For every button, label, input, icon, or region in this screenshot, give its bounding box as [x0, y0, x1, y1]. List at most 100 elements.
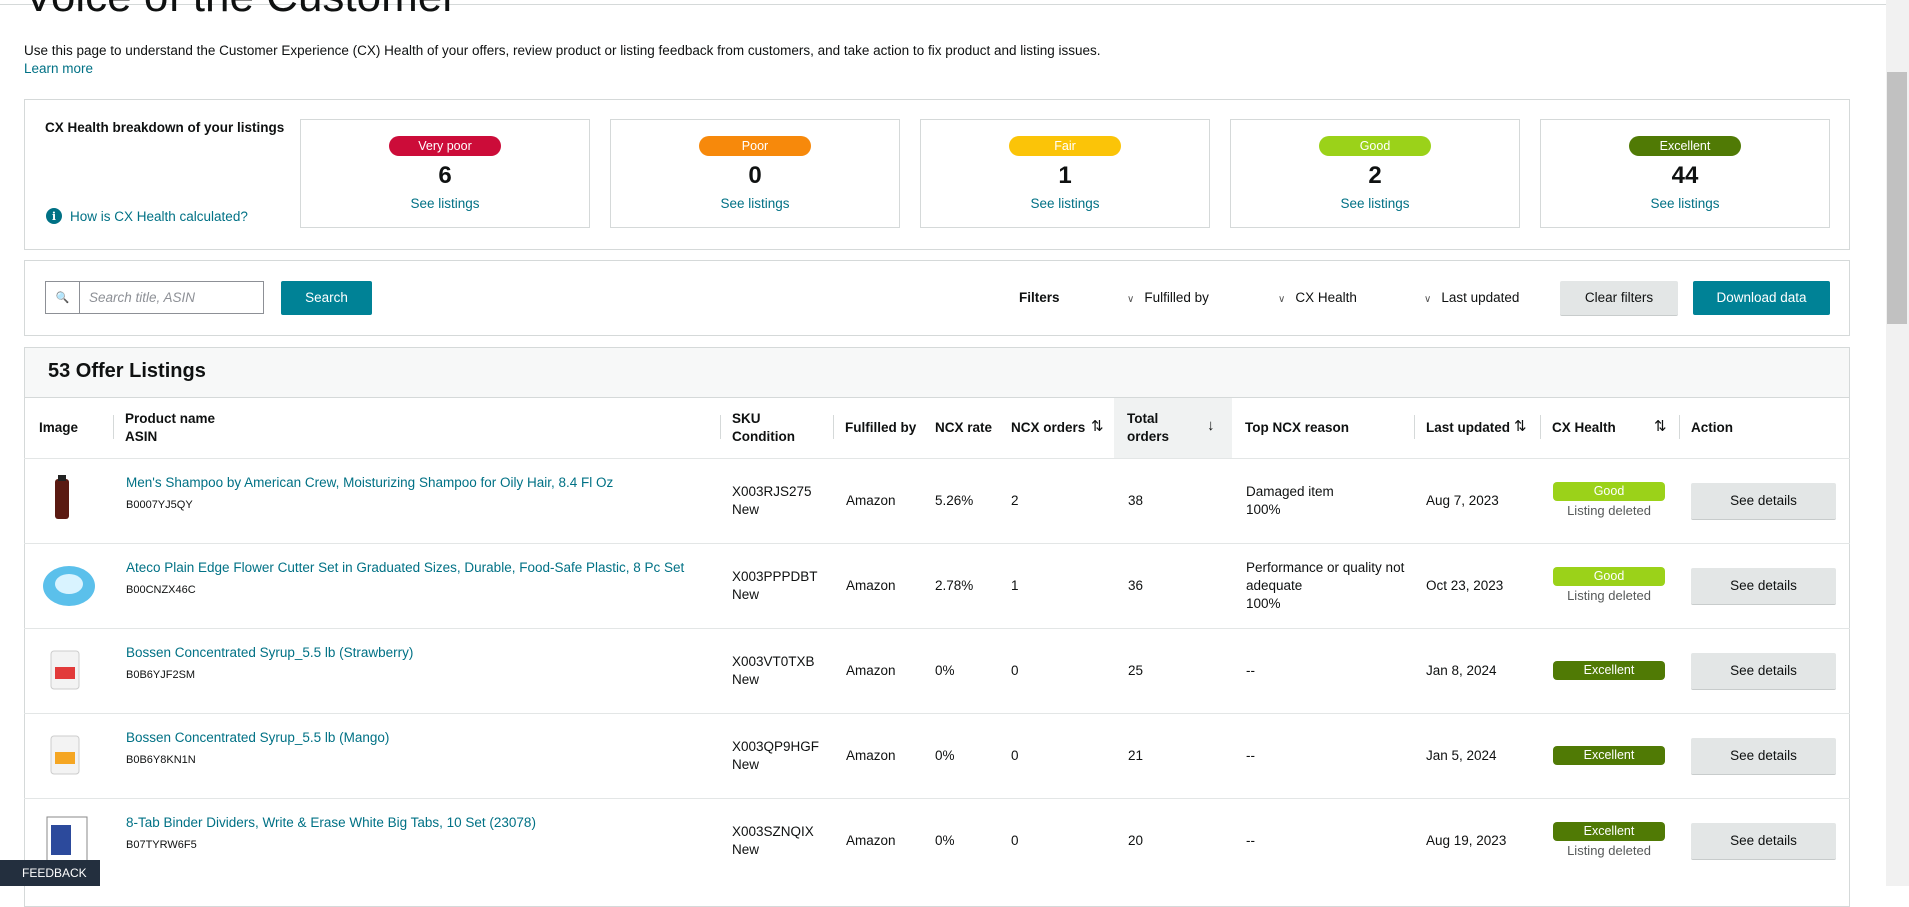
- table-title-bar: [25, 348, 1849, 398]
- filter-dropdown[interactable]: ∨ CX Health: [1278, 290, 1357, 305]
- health-help[interactable]: i How is CX Health calculated?: [46, 208, 248, 224]
- ncx-reason-cell: Performance or quality not adequate 100%: [1246, 559, 1406, 613]
- column-header: Product name ASIN: [113, 397, 215, 458]
- filter-label: Fulfilled by: [1144, 290, 1209, 305]
- table-row: Men's Shampoo by American Crew, Moisturi…: [24, 458, 1850, 543]
- listing-status: Listing deleted: [1567, 843, 1651, 858]
- chevron: ∨: [1278, 294, 1286, 305]
- sorted-column-bg: [1114, 398, 1232, 458]
- sort-icon[interactable]: ⇅: [1654, 418, 1667, 435]
- product-name-link[interactable]: Bossen Concentrated Syrup_5.5 lb (Mango): [126, 730, 390, 745]
- health-badge: Excellent: [1553, 746, 1665, 765]
- see-details-button[interactable]: See details: [1691, 653, 1836, 690]
- search-icon: 🔍: [46, 282, 80, 313]
- product-image[interactable]: [41, 560, 97, 612]
- fulfilled-by: Amazon: [846, 833, 896, 848]
- asin: B0007YJ5QY: [126, 499, 193, 511]
- column-label: Fulfilled by: [845, 419, 916, 437]
- ncx-rate: 2.78%: [935, 578, 974, 593]
- sort-icon[interactable]: ⇅: [1514, 418, 1527, 435]
- page-title: Voice of the Customer: [24, 0, 457, 22]
- sort-icon[interactable]: ⇅: [1091, 418, 1104, 435]
- fulfilled-by: Amazon: [846, 663, 896, 678]
- sort-icon[interactable]: ↓: [1207, 417, 1215, 434]
- see-details-button[interactable]: See details: [1691, 823, 1836, 860]
- product-name-link[interactable]: Ateco Plain Edge Flower Cutter Set in Gr…: [126, 560, 685, 575]
- sku: X003VT0TXB: [732, 654, 815, 669]
- product-cell: 8-Tab Binder Dividers, Write & Erase Whi…: [126, 814, 706, 854]
- column-header: Fulfilled by: [833, 397, 916, 458]
- see-listings-link[interactable]: See listings: [410, 196, 480, 211]
- see-listings-link[interactable]: See listings: [720, 196, 790, 211]
- asin: B0B6Y8KN1N: [126, 754, 196, 766]
- info-icon: i: [46, 208, 62, 224]
- product-image[interactable]: [41, 730, 97, 782]
- search-button[interactable]: Search: [281, 281, 372, 315]
- see-listings-link[interactable]: See listings: [1030, 196, 1100, 211]
- listing-status: Listing deleted: [1567, 503, 1651, 518]
- ncx-reason: --: [1246, 748, 1255, 763]
- clear-filters-button[interactable]: Clear filters: [1560, 281, 1678, 316]
- column-header[interactable]: CX Health: [1540, 397, 1616, 458]
- column-header[interactable]: NCX orders: [1011, 397, 1085, 458]
- sku: X003SZNQIX: [732, 824, 814, 839]
- product-cell: Bossen Concentrated Syrup_5.5 lb (Strawb…: [126, 644, 706, 684]
- column-label-line: ASIN: [125, 428, 158, 444]
- health-count: 1: [1058, 162, 1072, 189]
- ncx-reason-cell: --: [1246, 832, 1406, 850]
- asin: B0B6YJF2SM: [126, 669, 196, 681]
- see-details-button[interactable]: See details: [1691, 738, 1836, 775]
- ncx-reason-cell: --: [1246, 662, 1406, 680]
- feedback-tab[interactable]: FEEDBACK: [0, 860, 100, 886]
- product-image[interactable]: [41, 815, 97, 867]
- search-input[interactable]: 🔍 Search title, ASIN: [45, 281, 264, 314]
- filter-label: Last updated: [1441, 290, 1520, 305]
- product-name-link[interactable]: Bossen Concentrated Syrup_5.5 lb (Strawb…: [126, 645, 414, 660]
- download-button[interactable]: Download data: [1693, 281, 1830, 315]
- column-header: Action: [1679, 397, 1733, 458]
- scrollbar-thumb[interactable]: [1887, 72, 1907, 324]
- condition: New: [732, 842, 760, 857]
- table-row: 8-Tab Binder Dividers, Write & Erase Whi…: [24, 798, 1850, 883]
- learn-more-link[interactable]: Learn more: [24, 61, 94, 76]
- column-separator: [833, 415, 834, 439]
- sku: X003RJS275: [732, 484, 812, 499]
- product-name-link[interactable]: 8-Tab Binder Dividers, Write & Erase Whi…: [126, 815, 536, 830]
- column-header: Top NCX reason: [1245, 397, 1349, 458]
- ncx-rate: 0%: [935, 833, 955, 848]
- column-label: Product name ASIN: [125, 410, 215, 446]
- see-listings-link[interactable]: See listings: [1650, 196, 1720, 211]
- column-header[interactable]: Total orders: [1127, 397, 1169, 458]
- filter-dropdown[interactable]: ∨ Fulfilled by: [1127, 290, 1209, 305]
- product-image[interactable]: [41, 645, 97, 697]
- column-label-line: Image: [39, 419, 79, 435]
- health-count: 44: [1671, 162, 1699, 189]
- filters-label: Filters: [1019, 290, 1060, 305]
- last-updated: Oct 23, 2023: [1426, 578, 1504, 593]
- filter-label: CX Health: [1295, 290, 1357, 305]
- health-cell: Good Listing deleted: [1553, 482, 1665, 520]
- see-listings-link[interactable]: See listings: [1340, 196, 1410, 211]
- product-name-link[interactable]: Men's Shampoo by American Crew, Moisturi…: [126, 475, 614, 490]
- column-label: NCX rate: [935, 419, 992, 437]
- see-details-button[interactable]: See details: [1691, 483, 1836, 520]
- breakdown-title: CX Health breakdown of your listings: [45, 120, 285, 135]
- health-cell: Good Listing deleted: [1553, 567, 1665, 605]
- ncx-orders: 0: [1011, 748, 1019, 763]
- help-link[interactable]: How is CX Health calculated?: [70, 208, 248, 224]
- column-header[interactable]: Last updated: [1414, 397, 1510, 458]
- last-updated: Aug 7, 2023: [1426, 493, 1499, 508]
- health-badge: Excellent: [1553, 822, 1665, 841]
- health-count: 6: [438, 162, 452, 189]
- see-details-button[interactable]: See details: [1691, 568, 1836, 605]
- condition: New: [732, 757, 760, 772]
- health-badge: Good: [1319, 136, 1431, 156]
- health-cell: Excellent: [1553, 746, 1665, 765]
- column-label-line: SKU: [732, 410, 761, 426]
- health-count: 2: [1368, 162, 1382, 189]
- product-cell: Men's Shampoo by American Crew, Moisturi…: [126, 474, 706, 514]
- filter-dropdown[interactable]: ∨ Last updated: [1424, 290, 1519, 305]
- product-image[interactable]: [41, 475, 97, 527]
- column-label: Last updated: [1426, 419, 1510, 437]
